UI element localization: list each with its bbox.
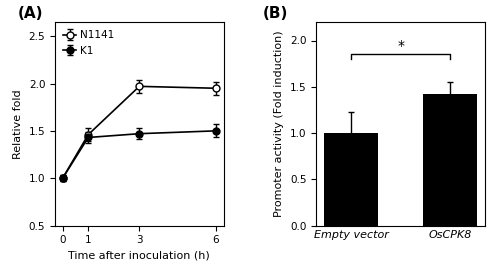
Legend: N1141, K1: N1141, K1 bbox=[60, 27, 118, 59]
Y-axis label: Relative fold: Relative fold bbox=[13, 89, 23, 159]
Bar bbox=[324, 133, 378, 226]
Text: (A): (A) bbox=[18, 6, 44, 21]
Y-axis label: Promoter activity (Fold induction): Promoter activity (Fold induction) bbox=[274, 31, 284, 217]
Bar bbox=[423, 94, 478, 226]
Text: (B): (B) bbox=[262, 6, 288, 21]
Text: *: * bbox=[397, 39, 404, 53]
X-axis label: Time after inoculation (h): Time after inoculation (h) bbox=[68, 251, 210, 261]
